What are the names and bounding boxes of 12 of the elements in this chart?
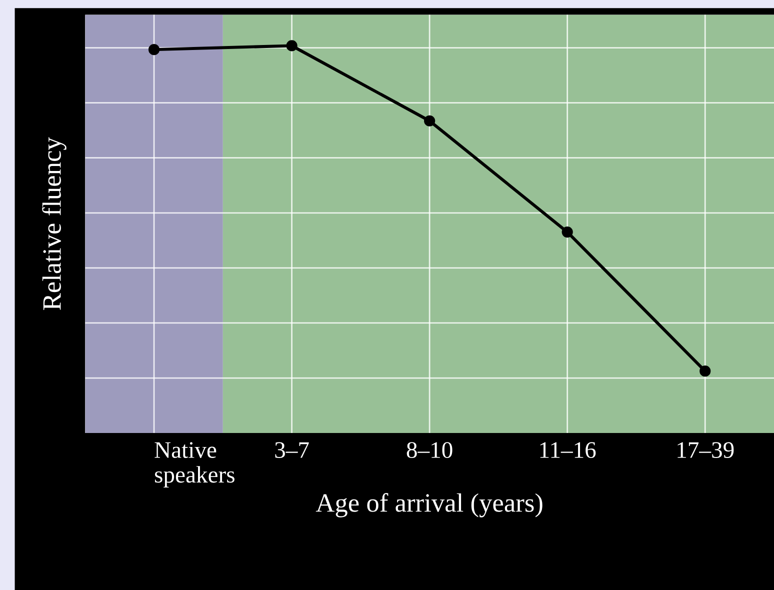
point: [148, 44, 160, 56]
point: [424, 115, 436, 126]
x-tick-label: 11–16: [540, 442, 596, 458]
x-axis-title: Age of arrival (years): [316, 493, 542, 518]
x-tick-label: 8–10: [406, 442, 452, 458]
point: [700, 366, 711, 377]
x-tick-label: Native speakers: [154, 442, 234, 488]
x-tick-label: 17–39: [678, 442, 734, 458]
point: [562, 226, 573, 238]
y-axis-title: Relative fluency: [42, 137, 66, 310]
x-tick-label: 3–7: [275, 442, 309, 458]
point: [286, 40, 298, 52]
